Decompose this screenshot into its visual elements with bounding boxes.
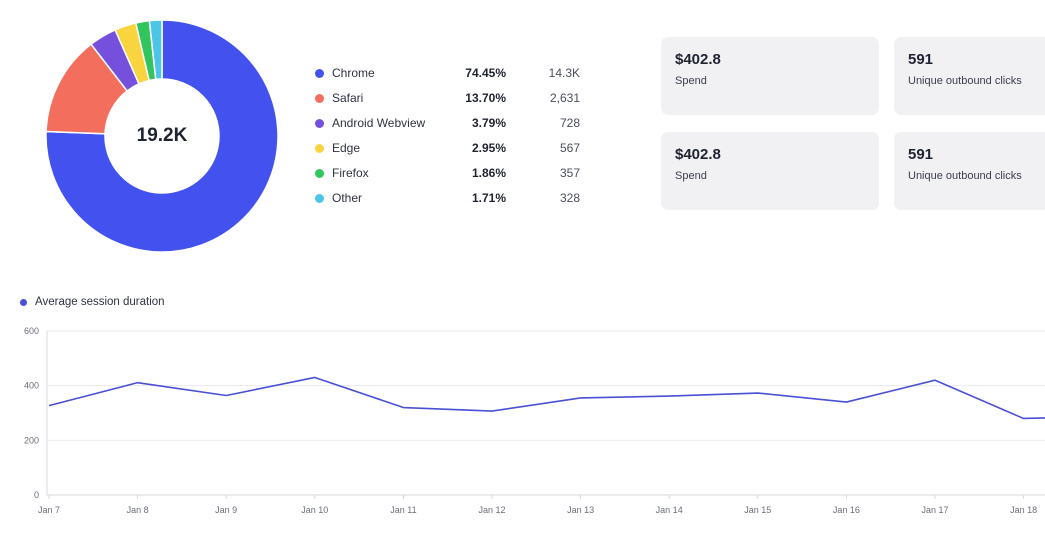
y-tick-label: 200 [24,435,39,445]
x-tick-label: Jan 11 [390,505,416,515]
x-tick-label: Jan 18 [1010,505,1037,515]
legend-browser-name: Firefox [332,166,369,180]
data-point[interactable] [488,407,496,415]
x-tick-label: Jan 13 [567,505,594,515]
stat-value: $402.8 [675,146,721,163]
legend-browser-name: Other [332,191,363,205]
legend-dot-icon [315,169,324,178]
stat-label: Spend [675,75,707,87]
x-tick-label: Jan 14 [656,505,683,515]
stat-value: 591 [908,51,934,68]
legend-count: 2,631 [549,91,580,105]
data-point[interactable] [931,376,939,384]
legend-count: 728 [559,116,580,130]
legend-count: 567 [559,141,580,155]
data-point[interactable] [311,373,319,381]
legend-count: 357 [559,166,580,180]
legend-percent: 13.70% [465,91,506,105]
stat-card-spend[interactable]: $402.8 Spend [661,132,879,210]
x-tick-label: Jan 10 [301,505,328,515]
data-point[interactable] [45,402,53,410]
legend-percent: 74.45% [465,66,506,80]
x-tick-label: Jan 8 [127,505,149,515]
data-point[interactable] [1020,414,1028,422]
legend-row-safari[interactable]: Safari 13.70% 2,631 [312,87,584,112]
session-duration-line-chart: 0 200 400 600 Jan 7 Jan 8 Jan 9 Jan 10 Jan 11 Jan… [24,326,1045,515]
legend-dot-icon [315,144,324,153]
stat-label: Spend [675,170,707,182]
y-tick-label: 600 [24,326,39,336]
stat-value: $402.8 [675,51,721,68]
stat-value: 591 [908,146,934,163]
stat-card-outbound-clicks[interactable]: 591 Unique outbound clicks [894,37,1045,115]
legend-browser-name: Android Webview [332,116,426,130]
data-point[interactable] [399,404,407,412]
x-tick-label: Jan 16 [833,505,860,515]
legend-count: 14.3K [548,66,580,80]
stat-card-outbound-clicks[interactable]: 591 Unique outbound clicks [894,132,1045,210]
data-point[interactable] [577,394,585,402]
legend-row-edge[interactable]: Edge 2.95% 567 [312,137,584,162]
series-line-average-session-duration [48,376,1045,420]
legend-browser-name: Safari [332,91,364,105]
y-tick-label: 400 [24,381,39,391]
x-tick-label: Jan 17 [921,505,948,515]
legend-dot-icon [20,298,27,306]
browser-legend-table: Chrome 74.45% 14.3K Safari 13.70% 2,631 Androi… [312,62,584,212]
legend-percent: 1.86% [471,166,506,180]
stat-label: Unique outbound clicks [908,75,1022,87]
legend-percent: 2.95% [471,141,506,155]
legend-dot-icon [315,194,324,203]
data-point[interactable] [222,392,230,400]
legend-dot-icon [315,119,324,128]
line-chart-legend: Average session duration [20,296,165,308]
data-point[interactable] [842,398,850,406]
stat-card-spend[interactable]: $402.8 Spend [661,37,879,115]
legend-row-firefox[interactable]: Firefox 1.86% 357 [312,162,584,187]
donut-slice-other[interactable] [148,19,163,81]
legend-browser-name: Edge [332,141,361,155]
legend-row-chrome[interactable]: Chrome 74.45% 14.3K [312,62,584,87]
y-tick-label: 0 [34,490,39,500]
x-tick-label: Jan 15 [744,505,771,515]
legend-row-android-webview[interactable]: Android Webview 3.79% 728 [312,112,584,137]
legend-browser-name: Chrome [332,66,375,80]
legend-dot-icon [315,94,324,103]
legend-row-other[interactable]: Other 1.71% 328 [312,187,584,212]
donut-center-total: 19.2K [136,125,188,146]
x-tick-label: Jan 7 [38,505,60,515]
x-tick-label: Jan 9 [215,505,237,515]
legend-percent: 1.71% [471,191,506,205]
donut-slice-chrome[interactable] [45,19,279,253]
data-point[interactable] [134,379,142,387]
stat-label: Unique outbound clicks [908,170,1022,182]
data-point[interactable] [665,392,673,400]
legend-percent: 3.79% [471,116,506,130]
x-tick-label: Jan 12 [478,505,505,515]
donut-chart-svg [45,19,279,253]
legend-dot-icon [315,69,324,78]
line-legend-label: Average session duration [35,296,165,308]
data-point[interactable] [754,389,762,397]
legend-count: 328 [559,191,580,205]
browser-donut-chart: 19.2K [44,18,280,254]
